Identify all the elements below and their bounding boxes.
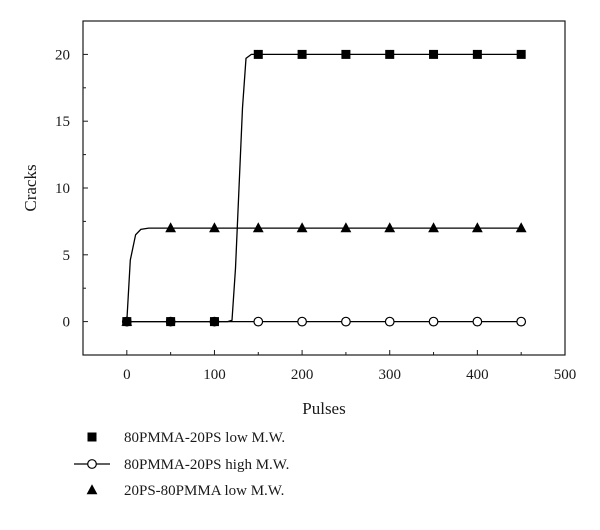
marker-filled-triangle [384, 222, 396, 233]
marker-filled-triangle [252, 222, 264, 233]
marker-filled-triangle [340, 222, 352, 233]
marker-filled-square [253, 49, 263, 59]
marker-filled-triangle [209, 222, 220, 233]
marker-open-circle [341, 316, 351, 327]
series-markers [121, 49, 527, 327]
marker-open-circle [428, 316, 439, 327]
series-line [126, 53, 522, 323]
marker-open-circle [384, 316, 395, 327]
marker-filled-triangle [428, 222, 439, 233]
marker-filled-triangle [86, 484, 98, 495]
marker-filled-square [297, 49, 307, 59]
marker-filled-square [122, 317, 132, 327]
x-axis-label: Pulses [302, 399, 345, 418]
marker-filled-triangle [471, 222, 483, 233]
marker-open-circle [472, 316, 483, 327]
y-tick-label: 15 [55, 114, 70, 130]
legend-item: 80PMMA-20PS low M.W. [87, 430, 285, 446]
legend-label: 80PMMA-20PS high M.W. [124, 457, 289, 473]
y-tick-label: 10 [55, 181, 70, 197]
y-axis-label: Cracks [21, 164, 40, 211]
marker-open-circle [516, 316, 527, 327]
marker-open-circle [253, 316, 264, 327]
marker-filled-square [209, 317, 219, 327]
legend-item: 80PMMA-20PS high M.W. [74, 457, 289, 473]
y-tick-label: 20 [55, 47, 70, 63]
legend: 80PMMA-20PS low M.W. 80PMMA-20PS high M.W… [74, 430, 289, 499]
marker-filled-square [385, 49, 395, 59]
marker-filled-triangle [165, 222, 177, 233]
x-tick-label: 400 [466, 367, 489, 383]
marker-filled-triangle [515, 222, 527, 233]
y-tick-label: 0 [63, 315, 71, 331]
series-curves [126, 53, 522, 323]
marker-filled-square [429, 49, 439, 59]
marker-filled-square [341, 49, 351, 59]
legend-label: 80PMMA-20PS low M.W. [124, 430, 285, 446]
y-tick-label: 5 [63, 248, 71, 264]
plot-frame [82, 20, 566, 356]
x-tick-label: 200 [291, 367, 314, 383]
x-tick-label: 500 [554, 367, 577, 383]
marker-open-circle [87, 459, 97, 469]
legend-item: 20PS-80PMMA low M.W. [86, 483, 284, 499]
marker-open-circle [297, 316, 307, 327]
marker-filled-square [472, 49, 482, 59]
x-tick-label: 300 [378, 367, 401, 383]
legend-label: 20PS-80PMMA low M.W. [124, 483, 284, 499]
x-tick-label: 100 [203, 367, 226, 383]
marker-filled-triangle [296, 222, 308, 233]
axes: 0 100 200 300 400 500 0 5 10 15 20 [55, 20, 577, 383]
marker-filled-square [87, 432, 97, 442]
series-line [126, 227, 522, 322]
x-tick-label: 0 [123, 367, 131, 383]
marker-filled-square [166, 317, 176, 327]
marker-filled-square [516, 49, 526, 59]
